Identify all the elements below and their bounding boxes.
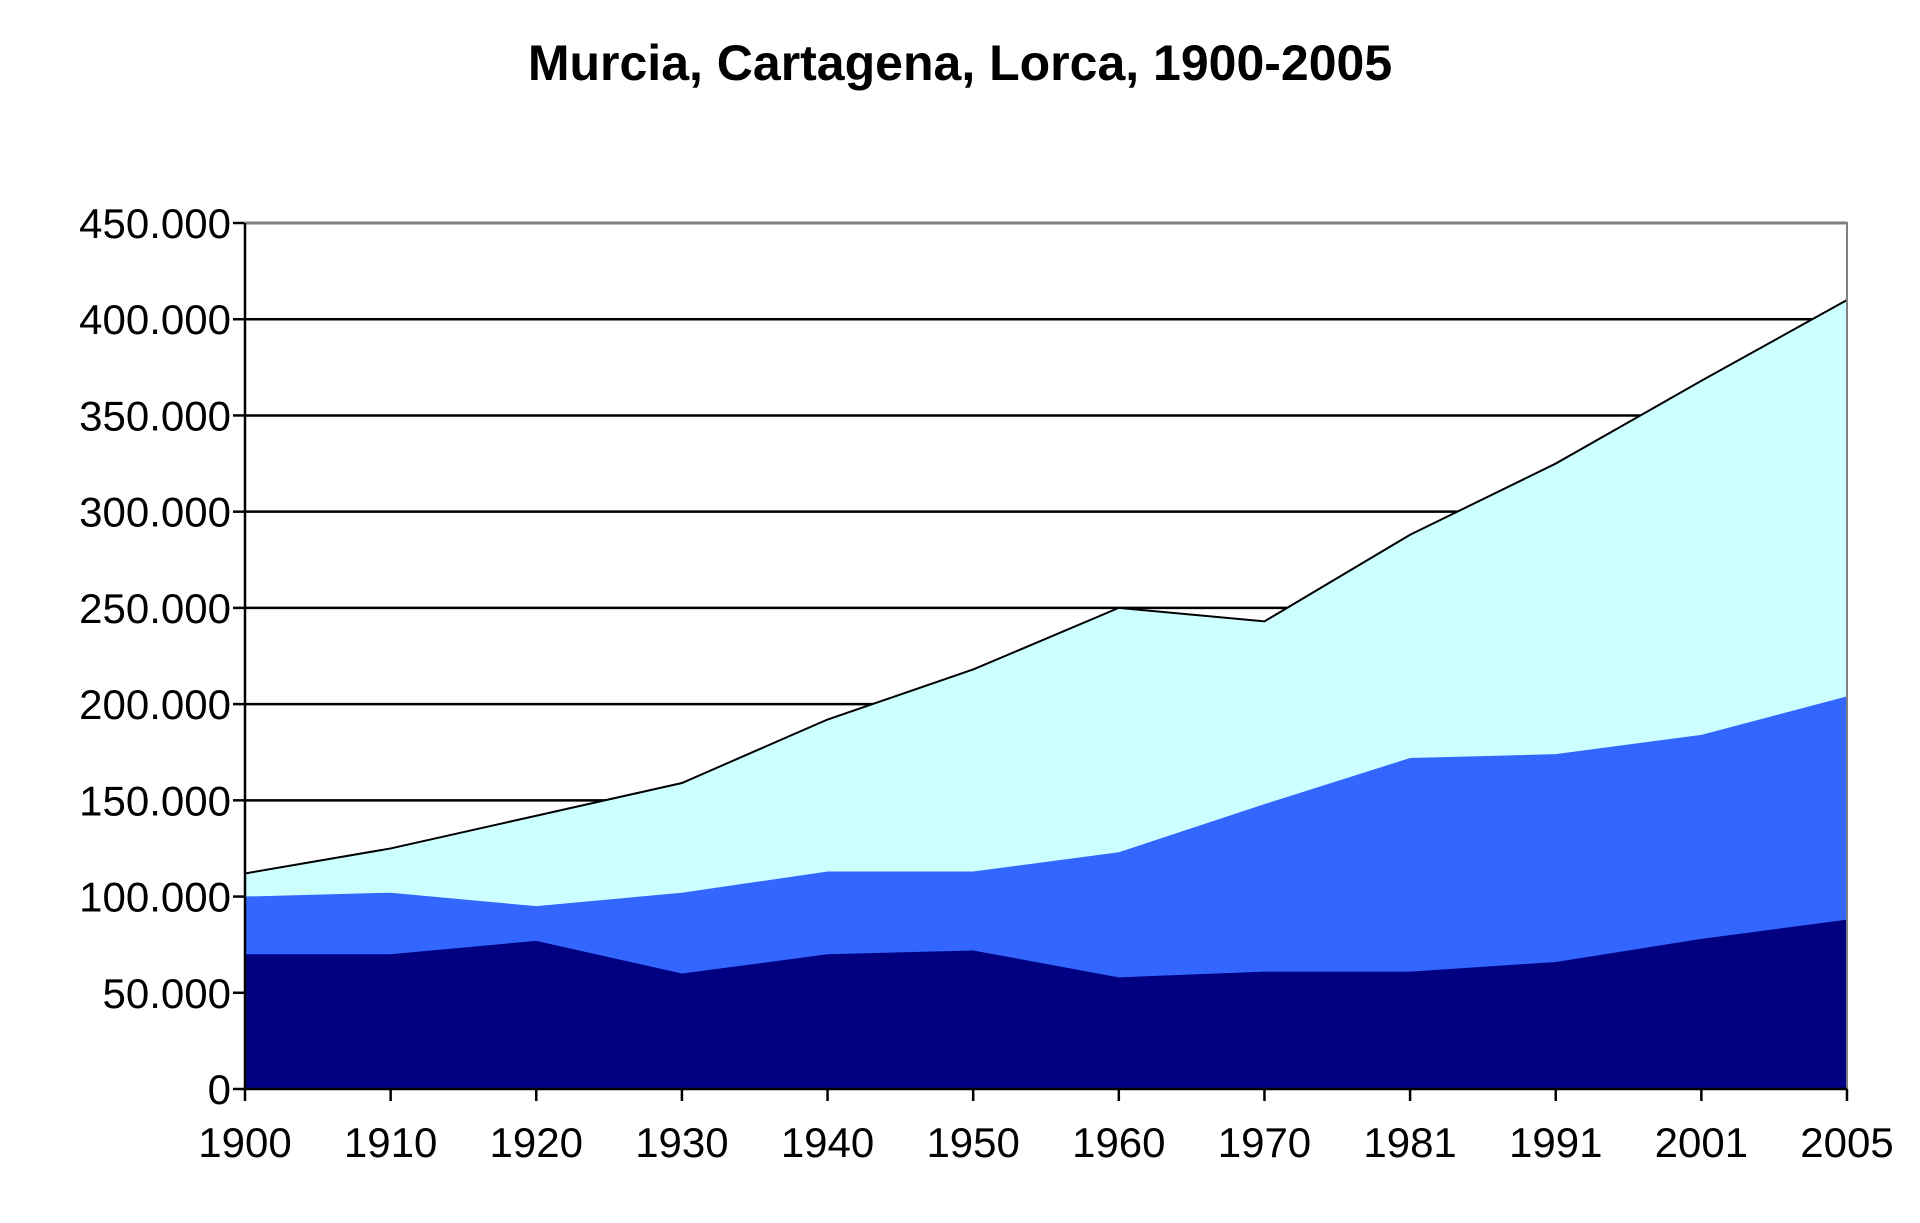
area-series-3 — [245, 299, 1847, 907]
x-tick-label: 1981 — [1363, 1119, 1456, 1166]
y-tick-label: 0 — [208, 1066, 231, 1113]
x-tick-label: 1950 — [926, 1119, 1019, 1166]
x-tick-label: 2001 — [1655, 1119, 1748, 1166]
area-series-2 — [245, 696, 1847, 978]
area-series-3-edge — [244, 299, 1848, 875]
y-tick-label: 250.000 — [79, 585, 231, 632]
y-tick-label: 350.000 — [79, 392, 231, 439]
x-tick-label: 1900 — [198, 1119, 291, 1166]
y-tick-label: 100.000 — [79, 874, 231, 921]
axes — [233, 221, 1849, 1101]
x-tick-label: 1910 — [344, 1119, 437, 1166]
y-tick-label: 50.000 — [103, 970, 231, 1017]
area-series-1 — [245, 919, 1847, 1089]
x-tick-label: 1920 — [490, 1119, 583, 1166]
area-series-2-edge — [244, 695, 1848, 908]
x-tick-labels: 1900 1910 1920 1930 1940 1950 1960 1970 1981 1991… — [198, 1119, 1893, 1166]
y-tick-label: 450.000 — [79, 200, 231, 247]
x-tick-label: 1991 — [1509, 1119, 1602, 1166]
x-tick-label: 1970 — [1218, 1119, 1311, 1166]
x-tick-label: 1960 — [1072, 1119, 1165, 1166]
y-tick-label: 150.000 — [79, 777, 231, 824]
x-tick-label: 1930 — [635, 1119, 728, 1166]
x-tick-label: 1940 — [781, 1119, 874, 1166]
chart-title: Murcia, Cartagena, Lorca, 1900-2005 — [527, 35, 1393, 91]
y-tick-label: 300.000 — [79, 489, 231, 536]
y-tick-label: 400.000 — [79, 296, 231, 343]
areas — [244, 299, 1848, 1089]
x-tick-label: 2005 — [1800, 1119, 1893, 1166]
y-tick-labels: 0 50.000 100.000 150.000 200.000 250.000 300.0… — [79, 200, 231, 1113]
y-tick-label: 200.000 — [79, 681, 231, 728]
